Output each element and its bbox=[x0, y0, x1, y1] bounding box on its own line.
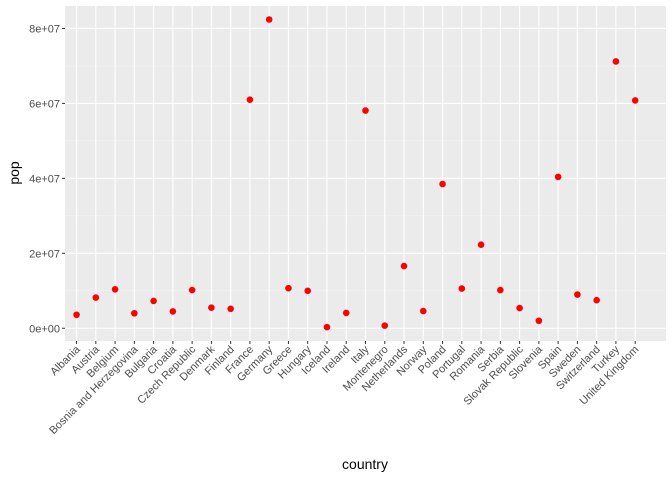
data-point bbox=[458, 285, 466, 292]
data-point bbox=[131, 309, 138, 317]
data-point bbox=[497, 286, 504, 294]
x-axis-title: country bbox=[342, 456, 388, 472]
data-point bbox=[593, 296, 600, 304]
data-point bbox=[439, 180, 446, 188]
data-point bbox=[304, 287, 312, 295]
data-point bbox=[381, 322, 389, 329]
y-tick-label: 0e+00 bbox=[29, 323, 60, 335]
data-point bbox=[92, 294, 100, 301]
data-point bbox=[554, 173, 562, 181]
data-point bbox=[574, 291, 581, 298]
data-point bbox=[188, 286, 196, 294]
data-point bbox=[265, 16, 273, 23]
data-point bbox=[73, 311, 80, 319]
data-point bbox=[150, 297, 157, 305]
y-tick-label: 2e+07 bbox=[29, 248, 60, 260]
data-point bbox=[400, 262, 408, 270]
data-point bbox=[323, 323, 331, 331]
major-gridlines bbox=[65, 6, 666, 341]
data-points bbox=[73, 16, 639, 331]
y-axis: 0e+00 2e+07 4e+07 6e+07 8e+07 bbox=[29, 23, 65, 335]
data-point bbox=[631, 97, 639, 104]
y-axis-title: pop bbox=[6, 161, 22, 185]
data-point bbox=[342, 309, 350, 317]
data-point bbox=[419, 307, 427, 315]
data-point bbox=[516, 304, 523, 312]
data-point bbox=[285, 284, 292, 292]
data-point bbox=[477, 241, 485, 248]
y-tick-label: 8e+07 bbox=[29, 23, 60, 35]
data-point bbox=[362, 107, 369, 114]
data-point bbox=[208, 304, 215, 311]
data-point bbox=[169, 308, 177, 315]
data-point bbox=[535, 317, 543, 325]
y-tick-label: 4e+07 bbox=[29, 173, 60, 185]
y-tick-label: 6e+07 bbox=[29, 98, 60, 110]
data-point bbox=[111, 285, 119, 293]
data-point bbox=[227, 305, 234, 313]
data-point bbox=[246, 96, 254, 103]
data-point bbox=[612, 58, 620, 65]
